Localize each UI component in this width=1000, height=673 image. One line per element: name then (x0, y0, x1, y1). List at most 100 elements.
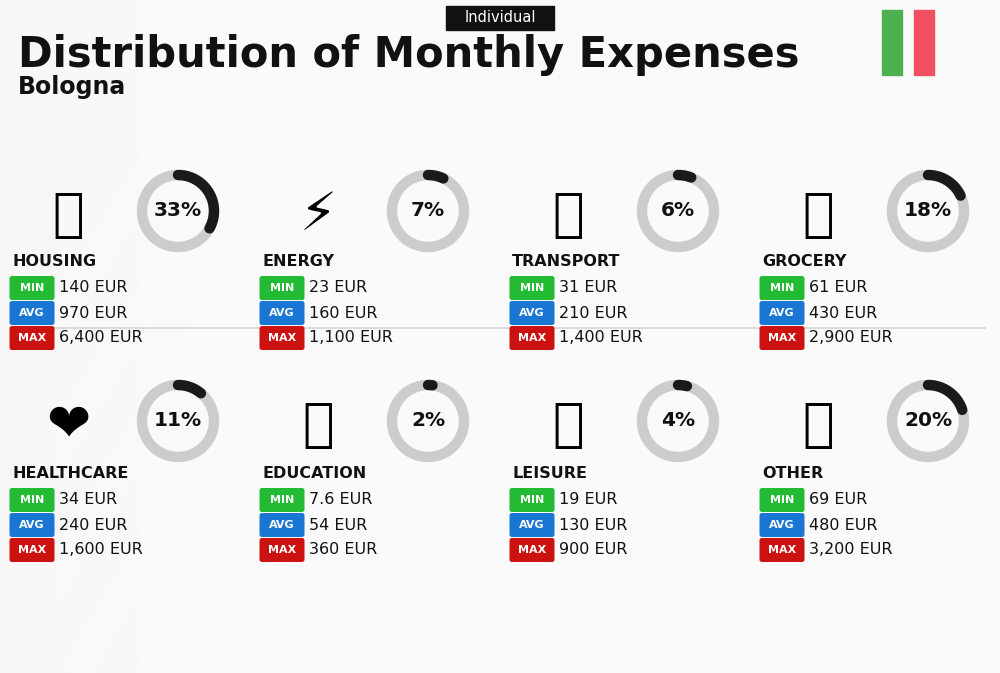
Text: 130 EUR: 130 EUR (559, 518, 627, 532)
Text: 430 EUR: 430 EUR (809, 306, 877, 320)
Text: AVG: AVG (269, 520, 295, 530)
Text: 160 EUR: 160 EUR (309, 306, 378, 320)
Text: 54 EUR: 54 EUR (309, 518, 367, 532)
FancyBboxPatch shape (760, 513, 804, 537)
Text: MIN: MIN (270, 495, 294, 505)
Text: 🚌: 🚌 (552, 189, 584, 241)
FancyBboxPatch shape (10, 488, 54, 512)
Text: AVG: AVG (19, 308, 45, 318)
Text: 1,600 EUR: 1,600 EUR (59, 542, 143, 557)
FancyBboxPatch shape (510, 513, 554, 537)
Text: Individual: Individual (464, 11, 536, 26)
Text: MIN: MIN (270, 283, 294, 293)
Text: 900 EUR: 900 EUR (559, 542, 627, 557)
Text: 69 EUR: 69 EUR (809, 493, 867, 507)
Text: ⚡: ⚡ (300, 189, 336, 241)
FancyBboxPatch shape (260, 513, 304, 537)
Text: 🛍: 🛍 (552, 399, 584, 451)
Text: MAX: MAX (268, 333, 296, 343)
FancyBboxPatch shape (446, 6, 554, 30)
Text: MAX: MAX (18, 545, 46, 555)
Text: 2%: 2% (411, 411, 445, 431)
Text: 23 EUR: 23 EUR (309, 281, 367, 295)
FancyBboxPatch shape (10, 538, 54, 562)
Text: AVG: AVG (519, 520, 545, 530)
FancyBboxPatch shape (760, 301, 804, 325)
FancyBboxPatch shape (510, 488, 554, 512)
Text: AVG: AVG (269, 308, 295, 318)
FancyBboxPatch shape (760, 276, 804, 300)
Text: 34 EUR: 34 EUR (59, 493, 117, 507)
FancyBboxPatch shape (10, 276, 54, 300)
Text: 18%: 18% (904, 201, 952, 221)
Text: 7.6 EUR: 7.6 EUR (309, 493, 372, 507)
Text: AVG: AVG (769, 520, 795, 530)
Text: MIN: MIN (520, 495, 544, 505)
Text: 33%: 33% (154, 201, 202, 221)
FancyBboxPatch shape (260, 301, 304, 325)
Text: 2,900 EUR: 2,900 EUR (809, 330, 893, 345)
FancyBboxPatch shape (510, 301, 554, 325)
Text: MAX: MAX (18, 333, 46, 343)
FancyBboxPatch shape (10, 513, 54, 537)
Text: 7%: 7% (411, 201, 445, 221)
FancyBboxPatch shape (260, 488, 304, 512)
Text: 💰: 💰 (802, 399, 834, 451)
Text: 11%: 11% (154, 411, 202, 431)
Text: 4%: 4% (661, 411, 695, 431)
Text: 210 EUR: 210 EUR (559, 306, 628, 320)
Text: 1,400 EUR: 1,400 EUR (559, 330, 643, 345)
FancyBboxPatch shape (260, 538, 304, 562)
FancyBboxPatch shape (510, 538, 554, 562)
Text: 3,200 EUR: 3,200 EUR (809, 542, 893, 557)
Text: MAX: MAX (768, 333, 796, 343)
Text: MIN: MIN (20, 495, 44, 505)
Text: Bologna: Bologna (18, 75, 126, 99)
FancyBboxPatch shape (760, 538, 804, 562)
Text: EDUCATION: EDUCATION (262, 466, 366, 481)
FancyBboxPatch shape (510, 326, 554, 350)
Text: ❤: ❤ (46, 399, 90, 451)
Text: MAX: MAX (768, 545, 796, 555)
Text: AVG: AVG (519, 308, 545, 318)
Text: 🎓: 🎓 (302, 399, 334, 451)
FancyBboxPatch shape (760, 326, 804, 350)
Text: MIN: MIN (770, 495, 794, 505)
Text: 1,100 EUR: 1,100 EUR (309, 330, 393, 345)
Text: HEALTHCARE: HEALTHCARE (12, 466, 128, 481)
Text: 🏢: 🏢 (52, 189, 84, 241)
Text: MAX: MAX (268, 545, 296, 555)
FancyBboxPatch shape (760, 488, 804, 512)
Text: GROCERY: GROCERY (762, 254, 846, 269)
Text: 19 EUR: 19 EUR (559, 493, 617, 507)
FancyBboxPatch shape (260, 326, 304, 350)
Text: MIN: MIN (770, 283, 794, 293)
Text: MIN: MIN (20, 283, 44, 293)
Text: MAX: MAX (518, 545, 546, 555)
Text: 🛒: 🛒 (802, 189, 834, 241)
FancyBboxPatch shape (10, 326, 54, 350)
FancyBboxPatch shape (882, 10, 902, 75)
Text: AVG: AVG (19, 520, 45, 530)
Text: 20%: 20% (904, 411, 952, 431)
FancyBboxPatch shape (510, 276, 554, 300)
Text: 240 EUR: 240 EUR (59, 518, 127, 532)
Text: HOUSING: HOUSING (12, 254, 96, 269)
Text: LEISURE: LEISURE (512, 466, 587, 481)
Text: 970 EUR: 970 EUR (59, 306, 127, 320)
Text: AVG: AVG (769, 308, 795, 318)
Text: MAX: MAX (518, 333, 546, 343)
Text: Distribution of Monthly Expenses: Distribution of Monthly Expenses (18, 34, 800, 76)
Text: 6%: 6% (661, 201, 695, 221)
FancyBboxPatch shape (914, 10, 934, 75)
FancyBboxPatch shape (10, 301, 54, 325)
Text: 31 EUR: 31 EUR (559, 281, 617, 295)
Text: 480 EUR: 480 EUR (809, 518, 878, 532)
Text: ENERGY: ENERGY (262, 254, 334, 269)
Text: 61 EUR: 61 EUR (809, 281, 867, 295)
FancyBboxPatch shape (260, 276, 304, 300)
Text: OTHER: OTHER (762, 466, 823, 481)
Text: 360 EUR: 360 EUR (309, 542, 377, 557)
Text: MIN: MIN (520, 283, 544, 293)
Text: 6,400 EUR: 6,400 EUR (59, 330, 143, 345)
